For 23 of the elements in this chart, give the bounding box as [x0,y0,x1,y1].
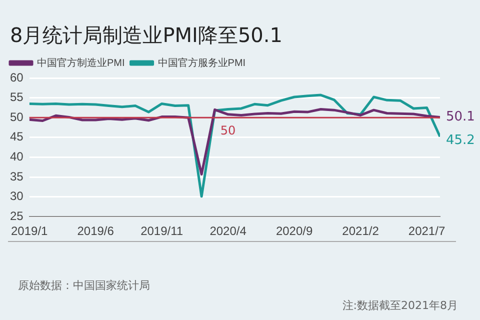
x-tick-label: 2021/7 [408,224,446,238]
x-tick-label: 2019/6 [77,224,114,238]
y-tick-label: 55 [10,90,24,104]
x-tick-label: 2021/2 [342,224,380,238]
legend-label: 中国官方制造业PMI [37,56,125,69]
legend-label: 中国官方服务业PMI [158,56,246,69]
text: 注:数据截至2021年8月 [342,298,458,313]
text: 原始数据：中国国家统计局 [18,278,150,293]
y-tick-label: 30 [10,189,24,204]
annotation: 50.1 [446,110,475,125]
x-tick-label: 2019/11 [140,224,184,238]
annotation: 45.2 [446,132,475,148]
y-tick-label: 60 [10,70,24,84]
y-tick-label: 50 [10,110,24,124]
y-tick-label: 25 [10,208,24,223]
ref-line-label: 50 [220,124,236,138]
x-tick-label: 2019/1 [10,224,48,238]
y-tick-label: 35 [10,169,24,184]
x-tick-label: 2020/4 [210,224,247,238]
y-tick-label: 45 [10,130,24,144]
chart-title: 8月统计局制造业PMI降至50.1 [10,22,282,49]
y-tick-label: 40 [10,150,24,164]
x-tick-label: 2020/9 [276,224,313,238]
